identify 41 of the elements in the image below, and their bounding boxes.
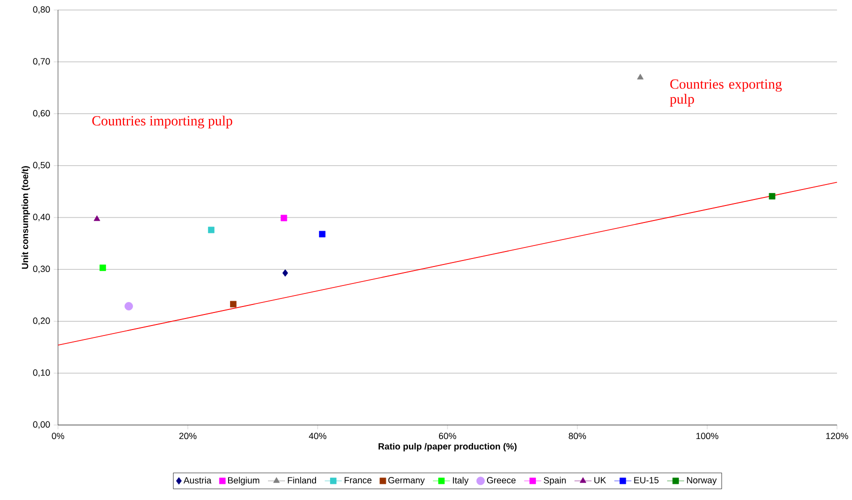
y-tick-label: 0,20: [33, 318, 50, 325]
y-tick-label: 0,30: [33, 266, 50, 274]
point: [94, 215, 100, 222]
legend-label: Germany: [388, 477, 425, 486]
point: [280, 214, 288, 222]
x-tick-label: 100%: [696, 432, 718, 440]
point: [282, 269, 288, 277]
y-tick-label: 0,00: [33, 421, 50, 429]
legend-label: France: [344, 477, 372, 484]
annotation: Countries importing pulp: [92, 116, 232, 128]
point: [208, 226, 214, 234]
x-tick-label: 40%: [308, 432, 326, 440]
point: [637, 74, 644, 80]
x-tick-label: 120%: [826, 432, 848, 440]
x-axis-title: Ratio pulp /paper production (%): [378, 442, 517, 452]
y-tick-label: 0,40: [33, 214, 50, 222]
legend-label: Finland: [288, 476, 316, 484]
annotation: Countries exporting pulp: [670, 79, 782, 107]
legend-label: Belgium: [228, 476, 260, 486]
y-tick-label: 0,60: [33, 110, 50, 118]
y-axis-title: Unit consumption (toe/t): [22, 166, 30, 269]
x-tick-label: 60%: [438, 432, 456, 440]
point: [124, 302, 133, 310]
y-tick-label: 0,50: [33, 162, 50, 170]
legend-label: Greece: [487, 477, 516, 484]
x-tick-label: 80%: [568, 432, 586, 440]
legend-label: Norway: [687, 477, 717, 486]
x-tick-label: 0%: [52, 432, 64, 440]
legend-label: Spain: [544, 476, 566, 486]
point: [768, 193, 776, 200]
legend-label: UK: [594, 477, 606, 484]
y-tick-label: 0,10: [33, 369, 50, 377]
y-tick-label: 0,80: [33, 6, 50, 14]
y-tick-label: 0,70: [33, 58, 50, 66]
point: [230, 300, 236, 308]
x-tick-label: 20%: [179, 432, 196, 440]
legend-label: Italy: [452, 476, 469, 486]
legend-label: Austria: [184, 476, 212, 484]
point: [319, 230, 326, 238]
point: [100, 264, 106, 272]
legend-label: EU-15: [634, 477, 659, 484]
